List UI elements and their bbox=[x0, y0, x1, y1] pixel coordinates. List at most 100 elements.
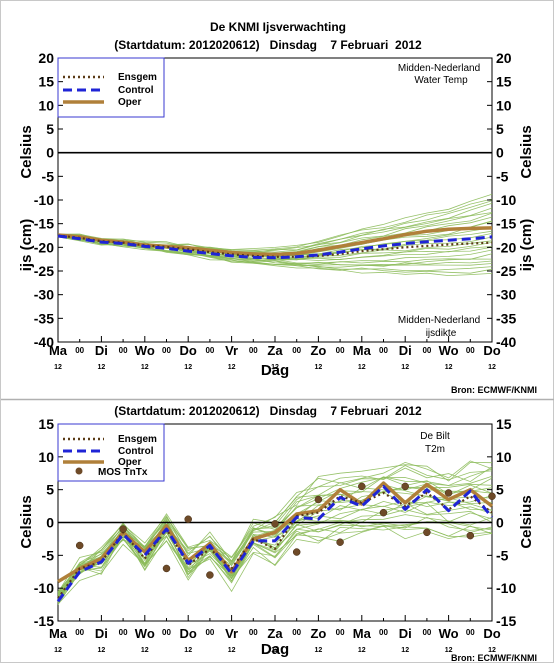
y-tick-label: 20 bbox=[38, 50, 54, 66]
y-tick-label: 0 bbox=[496, 515, 504, 531]
x-minor-tick-label: 00 bbox=[75, 346, 84, 355]
bottom-ylabel-left: Celsius bbox=[18, 495, 35, 548]
bottom-title: (Startdatum: 2012020612) Dinsdag 7 Febru… bbox=[114, 404, 422, 418]
mos-marker bbox=[292, 548, 301, 556]
x-tick-label: Ma bbox=[353, 343, 372, 358]
x-tick-label: Do bbox=[483, 626, 500, 641]
top-ylabel-left-upper: Celsius bbox=[18, 125, 35, 178]
y-tick-label: -40 bbox=[34, 334, 54, 350]
legend-control-label: Control bbox=[118, 446, 154, 457]
y-tick-label: -15 bbox=[496, 216, 516, 232]
ensemble-member-line bbox=[57, 516, 493, 603]
y-tick-label: 15 bbox=[38, 416, 54, 432]
x-tick-label: Vr bbox=[225, 343, 238, 358]
top-location-label: Midden-Nederland bbox=[398, 63, 480, 74]
bottom-y-ticks-left: 15 10 5 0 -5 -10 -15 bbox=[34, 416, 63, 629]
mos-marker bbox=[423, 528, 431, 537]
mos-marker bbox=[401, 482, 409, 491]
y-tick-label: -30 bbox=[34, 287, 54, 303]
bottom-legend: Ensgem Control Oper MOS TnTx bbox=[57, 423, 165, 482]
x-tick-sublabel: 12 bbox=[358, 647, 366, 654]
ensemble-member-line bbox=[57, 198, 493, 251]
x-tick-sublabel: 12 bbox=[184, 647, 192, 654]
y-tick-label: -15 bbox=[34, 613, 54, 629]
mos-marker bbox=[162, 564, 171, 573]
x-minor-tick-label: 00 bbox=[336, 628, 345, 637]
y-tick-label: -5 bbox=[496, 168, 509, 184]
y-tick-label: -5 bbox=[496, 547, 509, 563]
bottom-ylabel-right: Celsius bbox=[518, 495, 535, 548]
bottom-xlabel: Dag bbox=[261, 641, 289, 658]
x-tick-label: Di bbox=[95, 626, 108, 641]
x-minor-tick-label: 00 bbox=[379, 346, 388, 355]
x-minor-tick-label: 00 bbox=[379, 628, 388, 637]
y-tick-label: 5 bbox=[46, 482, 54, 498]
y-tick-label: -25 bbox=[34, 263, 54, 279]
x-tick-sublabel: 12 bbox=[358, 364, 366, 371]
x-tick-label: Do bbox=[180, 343, 197, 358]
bottom-location-sub: T2m bbox=[425, 444, 445, 455]
x-tick-label: Di bbox=[399, 343, 412, 358]
y-tick-label: 5 bbox=[496, 482, 504, 498]
top-legend-box bbox=[57, 57, 165, 118]
x-tick-label: Za bbox=[267, 626, 283, 641]
x-minor-tick-label: 00 bbox=[466, 628, 475, 637]
y-tick-label: 10 bbox=[38, 449, 54, 465]
x-tick-sublabel: 12 bbox=[315, 364, 323, 371]
y-tick-label: 15 bbox=[496, 416, 512, 432]
x-tick-sublabel: 12 bbox=[228, 364, 236, 371]
mos-marker bbox=[444, 489, 453, 497]
mos-marker bbox=[379, 508, 388, 517]
ensemble-member-line bbox=[57, 509, 493, 602]
y-tick-label: -15 bbox=[34, 216, 54, 232]
y-tick-label: 10 bbox=[38, 97, 54, 113]
x-minor-tick-label: 00 bbox=[119, 346, 128, 355]
x-minor-tick-label: 00 bbox=[249, 346, 258, 355]
top-ylabel-right-upper: Celsius bbox=[518, 125, 535, 178]
x-tick-sublabel: 12 bbox=[401, 647, 409, 654]
control-line bbox=[56, 484, 494, 603]
x-tick-label: Ma bbox=[49, 626, 68, 641]
x-minor-tick-label: 00 bbox=[422, 346, 431, 355]
x-tick-sublabel: 12 bbox=[401, 364, 409, 371]
top-x-ticks: Ma 12 00 Di 12 00 Wo 12 00 Do 12 00 Vr 12 00 Za 12 00 Zo 12… bbox=[49, 336, 501, 371]
control-line bbox=[57, 234, 493, 260]
x-minor-tick-label: 00 bbox=[292, 628, 301, 637]
x-tick-label: Di bbox=[95, 343, 108, 358]
bottom-legend-box bbox=[57, 423, 165, 482]
x-tick-sublabel: 12 bbox=[228, 647, 236, 654]
legend-mos-marker bbox=[75, 467, 83, 475]
x-tick-sublabel: 12 bbox=[98, 364, 106, 371]
y-tick-label: -35 bbox=[34, 310, 54, 326]
x-tick-sublabel: 12 bbox=[98, 647, 106, 654]
mos-marker bbox=[184, 515, 192, 523]
mos-marker bbox=[271, 520, 279, 528]
legend-oper-label: Oper bbox=[118, 97, 141, 108]
x-minor-tick-label: 00 bbox=[205, 628, 214, 637]
x-tick-sublabel: 12 bbox=[141, 364, 149, 371]
top-y-ticks-right: 20 15 10 5 0 -5 -10 -15 -20 -25 -30 -35 -40 bbox=[487, 50, 516, 350]
x-tick-sublabel: 12 bbox=[445, 364, 453, 371]
x-tick-label: Do bbox=[483, 343, 500, 358]
x-tick-label: Zo bbox=[310, 343, 326, 358]
y-tick-label: 20 bbox=[496, 50, 512, 66]
top-location-sub-bottom: ijsdikte bbox=[426, 328, 457, 339]
x-tick-sublabel: 12 bbox=[54, 647, 62, 654]
x-tick-label: Vr bbox=[225, 626, 238, 641]
x-tick-sublabel: 12 bbox=[445, 647, 453, 654]
bottom-source: Bron: ECMWF/KNMI bbox=[451, 653, 537, 663]
y-tick-label: -10 bbox=[34, 192, 54, 208]
x-tick-label: Wo bbox=[439, 626, 459, 641]
y-tick-label: 0 bbox=[46, 145, 54, 161]
x-minor-tick-label: 00 bbox=[292, 346, 301, 355]
mos-marker bbox=[336, 538, 344, 546]
y-tick-label: 0 bbox=[496, 145, 504, 161]
x-minor-tick-label: 00 bbox=[162, 628, 171, 637]
ensemble-member-line bbox=[57, 193, 493, 250]
mos-marker bbox=[466, 531, 475, 540]
mos-marker bbox=[314, 495, 323, 504]
bottom-y-ticks-right: 15 10 5 0 -5 -10 -15 bbox=[487, 416, 516, 629]
mos-marker bbox=[75, 541, 84, 550]
top-y-ticks-left: 20 15 10 5 0 -5 -10 -15 -20 -25 -30 -35 -40 bbox=[34, 50, 63, 350]
